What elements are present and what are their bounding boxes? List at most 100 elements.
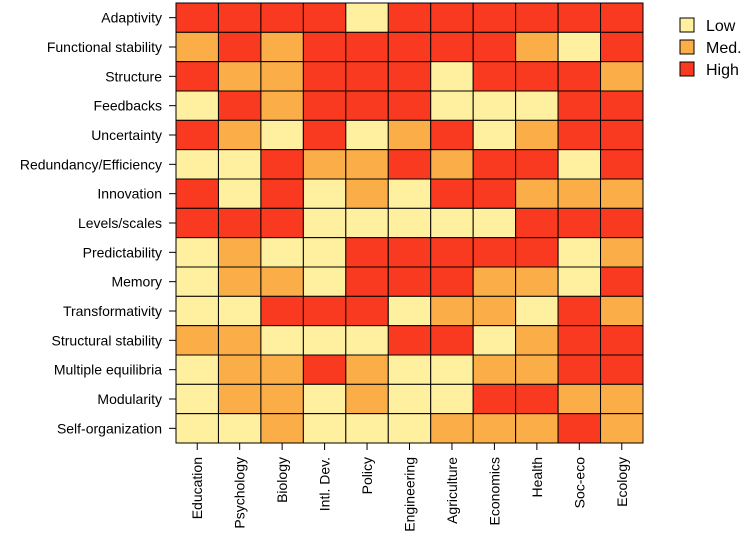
column-label-biology: Biology xyxy=(274,457,290,503)
cell-redundancy-efficiency-education xyxy=(175,149,219,180)
cell-functional-stability-health xyxy=(515,31,559,63)
cell-uncertainty-engineering xyxy=(387,119,432,151)
cell-feedbacks-intl-dev xyxy=(302,90,347,121)
cell-self-organization-intl-dev xyxy=(302,413,347,444)
cell-adaptivity-soc-eco xyxy=(557,2,602,33)
cell-redundancy-efficiency-policy xyxy=(345,149,389,180)
cell-feedbacks-economics xyxy=(472,90,517,121)
cell-structural-stability-intl-dev xyxy=(302,325,347,356)
cell-uncertainty-economics xyxy=(472,119,517,151)
cell-memory-psychology xyxy=(217,266,262,297)
cell-redundancy-efficiency-economics xyxy=(472,149,517,180)
cell-transformativity-biology xyxy=(260,295,304,327)
cell-predictability-agriculture xyxy=(430,237,474,268)
cell-modularity-health xyxy=(515,383,559,415)
cell-multiple-equilibria-economics xyxy=(472,354,517,385)
cell-adaptivity-biology xyxy=(260,2,304,33)
cell-multiple-equilibria-soc-eco xyxy=(557,354,602,385)
cell-feedbacks-agriculture xyxy=(430,90,474,121)
cell-memory-soc-eco xyxy=(557,266,602,297)
cell-uncertainty-agriculture xyxy=(430,119,474,151)
cell-structural-stability-engineering xyxy=(387,325,432,356)
cell-predictability-intl-dev xyxy=(302,237,347,268)
cell-feedbacks-biology xyxy=(260,90,304,121)
row-label-transformativity: Transformativity xyxy=(63,303,162,319)
row-labels: Adaptivity Functional stability Structure F… xyxy=(20,10,176,436)
column-label-ecology: Ecology xyxy=(614,457,630,507)
cell-redundancy-efficiency-engineering xyxy=(387,149,432,180)
cell-transformativity-psychology xyxy=(217,295,262,327)
cell-modularity-engineering xyxy=(387,383,432,415)
cell-structure-psychology xyxy=(217,61,262,92)
cell-memory-engineering xyxy=(387,266,432,297)
row-label-functional-stability: Functional stability xyxy=(47,39,162,55)
cell-multiple-equilibria-health xyxy=(515,354,559,385)
cell-predictability-education xyxy=(175,237,219,268)
cell-feedbacks-psychology xyxy=(217,90,262,121)
cell-structure-engineering xyxy=(387,61,432,92)
row-label-adaptivity: Adaptivity xyxy=(101,10,162,26)
cell-transformativity-intl-dev xyxy=(302,295,347,327)
cell-memory-biology xyxy=(260,266,304,297)
cell-structural-stability-health xyxy=(515,325,559,356)
cell-self-organization-engineering xyxy=(387,413,432,444)
row-label-levels-scales: Levels/scales xyxy=(78,215,162,231)
cell-modularity-intl-dev xyxy=(302,383,347,415)
column-label-economics: Economics xyxy=(486,457,502,525)
cell-predictability-health xyxy=(515,237,559,268)
cell-uncertainty-education xyxy=(175,119,219,151)
column-label-engineering: Engineering xyxy=(402,457,418,532)
cell-multiple-equilibria-intl-dev xyxy=(302,354,347,385)
legend-label-high: High xyxy=(706,62,739,79)
cell-levels-scales-health xyxy=(515,207,559,239)
cell-redundancy-efficiency-intl-dev xyxy=(302,149,347,180)
cell-adaptivity-engineering xyxy=(387,2,432,33)
legend: Low Med. High xyxy=(679,17,742,79)
cell-redundancy-efficiency-psychology xyxy=(217,149,262,180)
cell-memory-policy xyxy=(345,266,389,297)
cell-structural-stability-economics xyxy=(472,325,517,356)
cell-structure-economics xyxy=(472,61,517,92)
cell-modularity-agriculture xyxy=(430,383,474,415)
cell-structure-health xyxy=(515,61,559,92)
cell-multiple-equilibria-biology xyxy=(260,354,304,385)
cell-innovation-intl-dev xyxy=(302,178,347,209)
legend-swatch-med xyxy=(679,39,695,55)
row-label-self-organization: Self-organization xyxy=(57,420,162,436)
cell-modularity-economics xyxy=(472,383,517,415)
cell-adaptivity-agriculture xyxy=(430,2,474,33)
row-label-uncertainty: Uncertainty xyxy=(91,127,162,143)
cell-levels-scales-biology xyxy=(260,207,304,239)
row-label-modularity: Modularity xyxy=(97,391,162,407)
cell-uncertainty-soc-eco xyxy=(557,119,602,151)
cell-functional-stability-soc-eco xyxy=(557,31,602,63)
cell-levels-scales-education xyxy=(175,207,219,239)
cell-structural-stability-psychology xyxy=(217,325,262,356)
legend-label-med: Med. xyxy=(706,40,742,57)
column-label-agriculture: Agriculture xyxy=(444,457,460,524)
cell-structural-stability-biology xyxy=(260,325,304,356)
cell-self-organization-psychology xyxy=(217,413,262,444)
cell-memory-health xyxy=(515,266,559,297)
cell-redundancy-efficiency-ecology xyxy=(600,149,644,180)
cell-structure-biology xyxy=(260,61,304,92)
cell-adaptivity-psychology xyxy=(217,2,262,33)
cell-self-organization-soc-eco xyxy=(557,413,602,444)
cell-uncertainty-intl-dev xyxy=(302,119,347,151)
cell-adaptivity-policy xyxy=(345,2,389,33)
row-label-redundancy-efficiency: Redundancy/Efficiency xyxy=(20,156,162,172)
row-label-predictability: Predictability xyxy=(83,244,162,260)
cell-levels-scales-agriculture xyxy=(430,207,474,239)
cell-innovation-soc-eco xyxy=(557,178,602,209)
cell-predictability-policy xyxy=(345,237,389,268)
cell-feedbacks-ecology xyxy=(600,90,644,121)
cell-feedbacks-health xyxy=(515,90,559,121)
cell-innovation-biology xyxy=(260,178,304,209)
cell-functional-stability-engineering xyxy=(387,31,432,63)
cell-innovation-policy xyxy=(345,178,389,209)
cell-predictability-economics xyxy=(472,237,517,268)
cell-self-organization-economics xyxy=(472,413,517,444)
cell-innovation-health xyxy=(515,178,559,209)
row-label-structure: Structure xyxy=(105,68,162,84)
